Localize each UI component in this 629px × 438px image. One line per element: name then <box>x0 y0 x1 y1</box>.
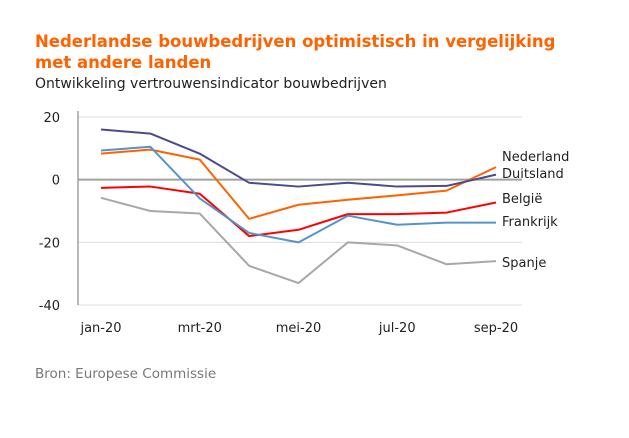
series-line-duitsland <box>100 128 497 188</box>
chart-title: Nederlandse bouwbedrijven optimistisch i… <box>35 32 556 72</box>
x-tick-label: jan-20 <box>79 321 121 336</box>
series-label: Frankrijk <box>502 215 558 230</box>
series-label: België <box>502 192 542 207</box>
x-tick-label: sep-20 <box>474 321 518 336</box>
y-tick-label: 20 <box>43 111 60 126</box>
x-tick-label: mei-20 <box>276 321 322 336</box>
series-line-belgië <box>100 185 497 238</box>
chart-source: Bron: Europese Commissie <box>35 366 217 382</box>
series-label: Duitsland <box>502 167 564 182</box>
series-label: Nederland <box>502 150 569 165</box>
series-label: Spanje <box>502 256 546 271</box>
series-line-spanje <box>100 196 497 285</box>
series-line-frankrijk <box>100 145 496 244</box>
x-tick-label: mrt-20 <box>178 321 222 336</box>
y-tick-label: -20 <box>39 236 60 251</box>
y-tick-label: -40 <box>39 299 60 314</box>
x-tick-label: jul-20 <box>378 321 416 336</box>
y-tick-label: 0 <box>52 174 60 189</box>
chart-subtitle: Ontwikkeling vertrouwensindicator bouwbe… <box>35 76 387 92</box>
series-line-nederland <box>100 148 497 220</box>
